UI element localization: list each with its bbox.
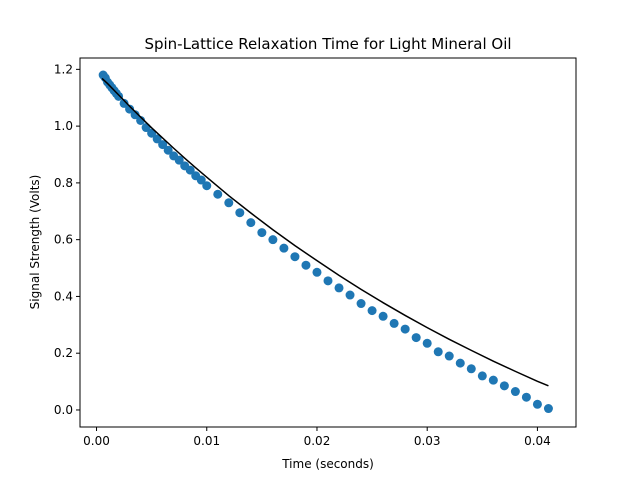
data-point [185, 165, 195, 175]
y-tick-label: 0.4 [54, 289, 73, 303]
data-point [202, 181, 212, 191]
axes-frame [79, 57, 577, 428]
fit-line [101, 77, 549, 387]
data-point [323, 276, 333, 286]
data-point [455, 358, 465, 368]
data-point [477, 371, 487, 381]
data-point [119, 98, 129, 108]
x-tick-label: 0.01 [193, 434, 220, 448]
data-point [389, 318, 399, 328]
data-point [433, 347, 443, 357]
data-point [130, 110, 140, 120]
data-point [152, 134, 162, 144]
y-tick-label: 0.2 [54, 346, 73, 360]
data-point [345, 290, 355, 300]
data-point [246, 218, 256, 228]
data-point [224, 198, 234, 208]
chart-title: Spin-Lattice Relaxation Time for Light M… [144, 35, 511, 53]
x-axis: 0.00 0.01 0.02 0.03 0.04 [83, 427, 551, 448]
data-point [532, 399, 542, 409]
x-axis-label: Time (seconds) [281, 457, 374, 471]
data-point [334, 283, 344, 293]
data-point [466, 364, 476, 374]
data-point [521, 392, 531, 402]
data-point [268, 235, 278, 245]
x-tick-label: 0.00 [83, 434, 110, 448]
y-axis-label: Signal Strength (Volts) [28, 175, 42, 310]
y-tick-label: 0.8 [54, 176, 73, 190]
plot-area [98, 70, 553, 414]
data-point [174, 155, 184, 165]
x-tick-label: 0.02 [304, 434, 331, 448]
data-point [301, 260, 311, 270]
data-point [367, 306, 377, 316]
y-tick-label: 0.0 [54, 403, 73, 417]
data-point [411, 333, 421, 343]
data-point [290, 252, 300, 262]
data-point [279, 243, 289, 253]
x-tick-label: 0.04 [524, 434, 551, 448]
y-tick-label: 1.2 [54, 62, 73, 76]
y-axis: 0.0 0.2 0.4 0.6 0.8 1.0 1.2 [54, 62, 80, 417]
y-tick-label: 1.0 [54, 119, 73, 133]
data-point [163, 145, 173, 155]
data-point [444, 351, 454, 361]
data-point [543, 404, 553, 414]
data-point [114, 91, 124, 101]
y-tick-label: 0.6 [54, 233, 73, 247]
data-point [213, 189, 223, 199]
data-point [422, 338, 432, 348]
data-point [356, 299, 366, 309]
data-point [488, 375, 498, 385]
data-point [147, 128, 157, 138]
x-tick-label: 0.03 [414, 434, 441, 448]
data-point [235, 208, 245, 218]
data-point [125, 104, 135, 114]
data-point [499, 381, 509, 391]
data-point [312, 267, 322, 277]
data-point [158, 140, 168, 150]
data-point [400, 324, 410, 334]
data-point [510, 387, 520, 397]
data-point [196, 175, 206, 185]
data-point [378, 311, 388, 321]
data-point [257, 228, 267, 238]
